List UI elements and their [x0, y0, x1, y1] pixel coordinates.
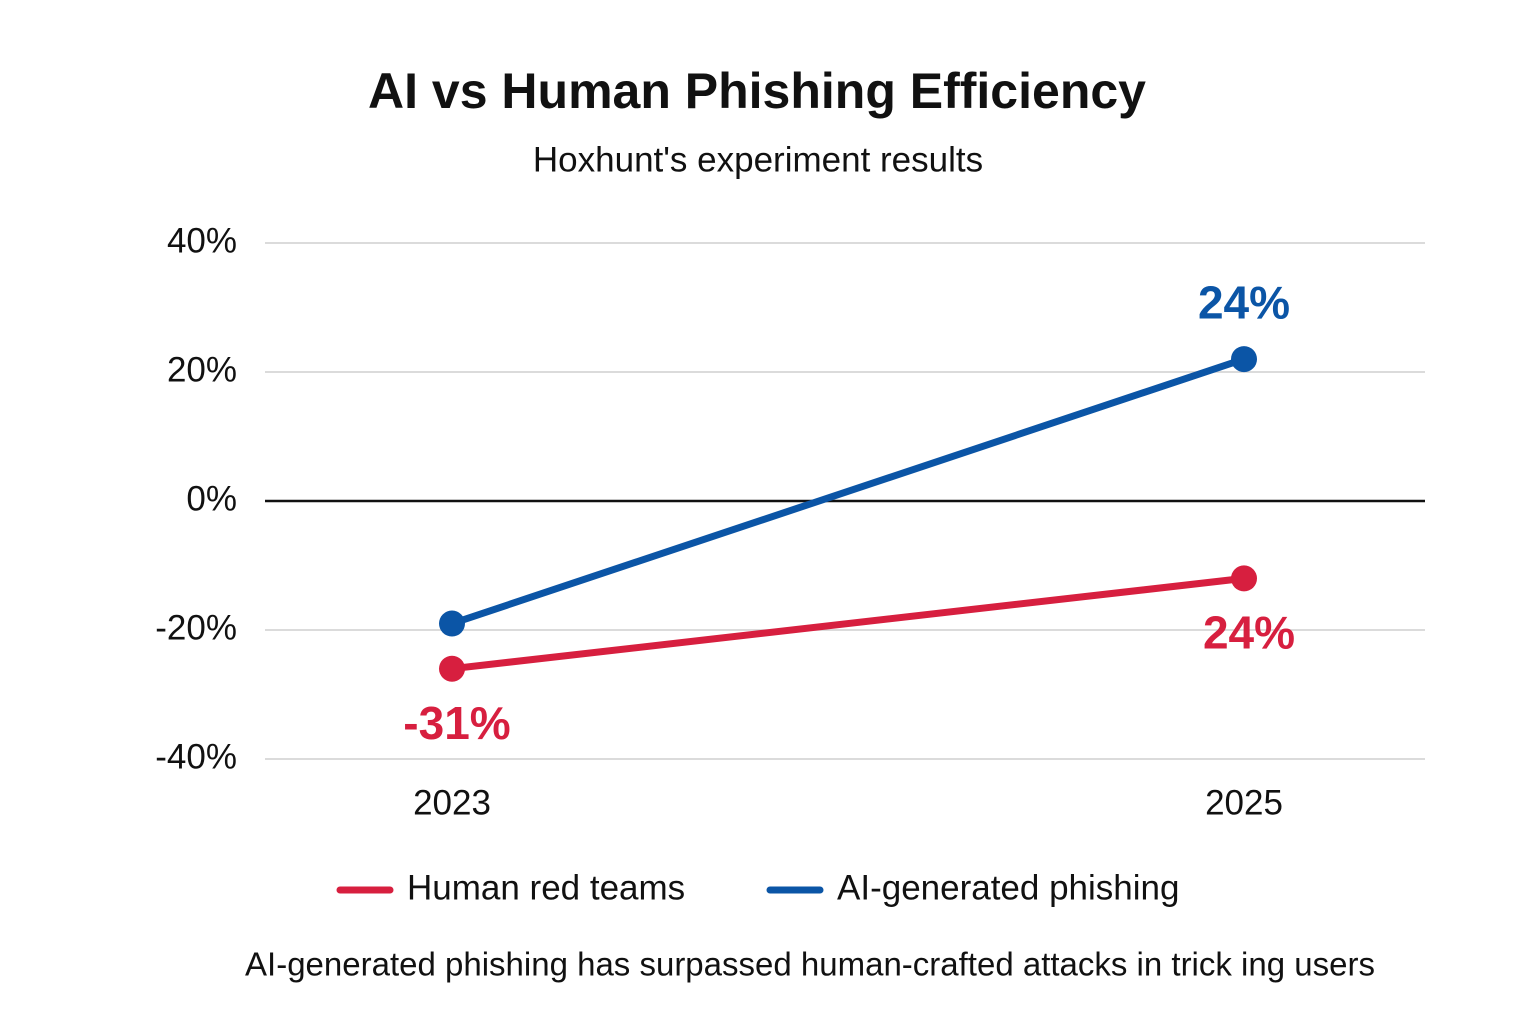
data-point [1231, 565, 1257, 592]
data-label: -31% [403, 697, 510, 749]
data-point [439, 610, 465, 637]
x-tick-label: 2023 [413, 783, 491, 822]
chart-caption: AI-generated phishing has surpassed huma… [245, 946, 1375, 983]
series-line [448, 355, 1248, 628]
data-label: 24% [1198, 276, 1290, 328]
chart-subtitle: Hoxhunt's experiment results [533, 140, 983, 179]
y-tick-label: 40% [167, 221, 237, 260]
y-tick-label: -20% [155, 608, 237, 647]
data-label: 24% [1203, 607, 1295, 659]
series-line [448, 574, 1248, 673]
x-tick-label: 2025 [1205, 783, 1283, 822]
chart-title: AI vs Human Phishing Efficiency [368, 63, 1146, 119]
y-tick-label: 20% [167, 350, 237, 389]
data-point [1231, 346, 1257, 373]
data-point [439, 655, 465, 682]
legend-label: Human red teams [407, 868, 685, 907]
y-tick-label: 0% [186, 479, 237, 518]
legend-label: AI-generated phishing [837, 868, 1179, 907]
y-tick-label: -40% [155, 737, 237, 776]
